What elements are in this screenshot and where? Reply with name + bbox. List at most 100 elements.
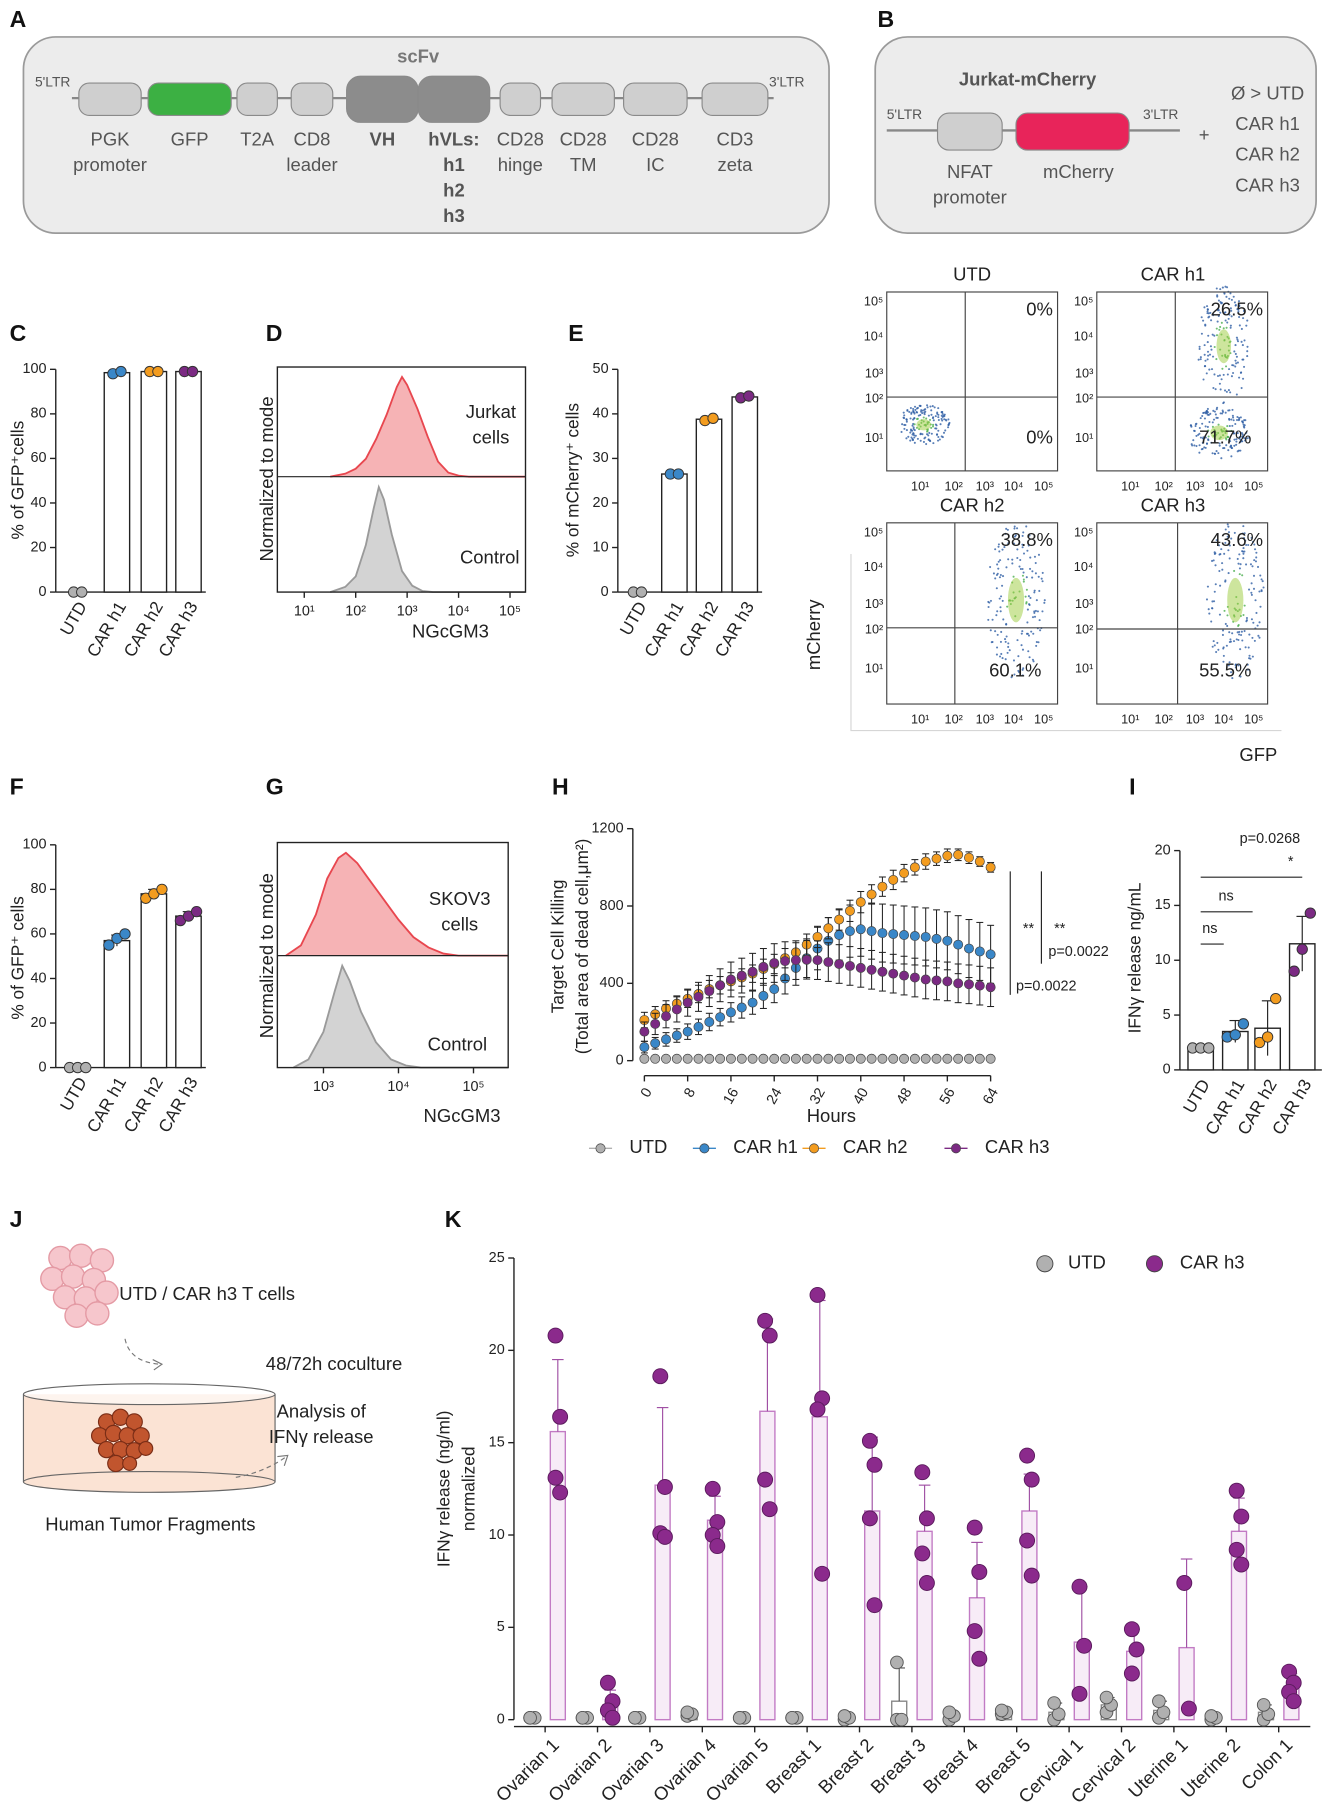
event-dot [1011,562,1014,565]
event-dot [1037,641,1040,644]
event-dot [1227,531,1231,534]
event-dot [1213,644,1216,647]
event-dot [1190,443,1193,446]
event-dot [903,427,906,430]
event-dot [1215,334,1219,337]
event-dot [1016,639,1019,642]
axis-title: GFP [1239,744,1277,765]
data-point [974,946,985,957]
y-tick-label: 10² [1075,623,1093,637]
element-label: CD28 [632,129,679,150]
event-dot [997,545,1000,548]
data-point [186,365,199,378]
arrow [235,1456,287,1478]
event-dot [996,646,999,649]
event-dot [1230,671,1233,674]
event-dot [1232,430,1235,433]
data-point [736,1053,747,1064]
event-dot [1193,429,1196,433]
data-point [672,468,685,480]
event-dot [1245,563,1248,566]
event-dot [1228,640,1231,644]
data-point [909,931,920,941]
x-tick-label: 16 [720,1085,742,1107]
data-point [758,961,769,972]
data-point [790,955,801,966]
event-dot [1248,654,1251,657]
data-point [888,929,899,939]
data-point [918,1510,935,1527]
event-dot [1210,368,1214,371]
x-tick-label: Breast 4 [919,1734,982,1797]
data-point [834,1053,845,1064]
x-tick-label: 10³ [1186,479,1204,493]
event-dot [1031,570,1034,573]
event-dot [1018,565,1021,568]
event-dot [1232,295,1235,298]
x-tick-label: 24 [764,1085,786,1107]
data-point [682,1053,693,1064]
x-tick-label: 56 [937,1085,959,1107]
event-dot [1254,599,1257,602]
event-dot [1253,543,1256,546]
construct-element [78,82,142,116]
event-dot [1222,373,1225,376]
data-point [866,926,877,937]
event-dot [1236,450,1239,453]
data-point [801,954,812,965]
event-dot [996,633,999,636]
event-dot [1237,638,1240,642]
data-point [918,1575,935,1591]
legend-marker [1036,1255,1054,1273]
x-tick-label: 10¹ [294,604,315,620]
data-point [1019,1532,1036,1549]
event-dot [1012,659,1016,662]
data-point [80,1061,92,1074]
dish-bottom [22,1470,276,1493]
event-dot [1229,391,1232,394]
x-tick-label: Breast 2 [814,1734,877,1797]
event-dot [1022,578,1025,581]
event-dot [1200,332,1203,335]
event-dot [1240,630,1243,633]
event-dot [1237,419,1240,422]
event-dot [1000,652,1003,655]
bar [1073,1641,1090,1721]
event-dot [916,411,919,414]
event-dot [1241,433,1244,436]
event-dot [1013,525,1016,528]
event-dot [1230,537,1233,540]
y-tick-label: 10⁴ [1074,329,1094,343]
event-dot [1254,560,1258,563]
axis-title: % of GFP⁺cells [7,420,27,539]
event-dot [1006,605,1009,608]
event-dot [937,416,940,419]
event-dot [1006,651,1009,654]
quadrant-percent: 55.5% [1199,660,1251,681]
event-dot [1211,452,1214,455]
event-dot [1026,608,1029,611]
event-dot [1226,624,1229,627]
event-dot [931,405,934,408]
element-label: promoter [73,154,147,175]
event-dot [1231,414,1234,417]
event-dot [996,610,999,613]
y-tick-label: 10⁵ [864,295,883,309]
event-dot [1235,336,1238,339]
y-tick-label: 10³ [865,597,883,611]
data-point [964,852,974,863]
event-dot [1005,622,1008,625]
event-dot [927,414,930,417]
event-dot [905,437,908,440]
event-dot [1213,452,1216,455]
x-tick-label: 0 [638,1085,656,1100]
event-dot [1195,444,1198,448]
event-dot [1234,303,1237,307]
event-dot [1231,424,1234,427]
panel-letter: F [10,773,24,799]
bar [759,1410,776,1721]
event-dot [936,433,939,436]
element-label: h3 [443,205,465,226]
event-dot [1241,550,1244,553]
